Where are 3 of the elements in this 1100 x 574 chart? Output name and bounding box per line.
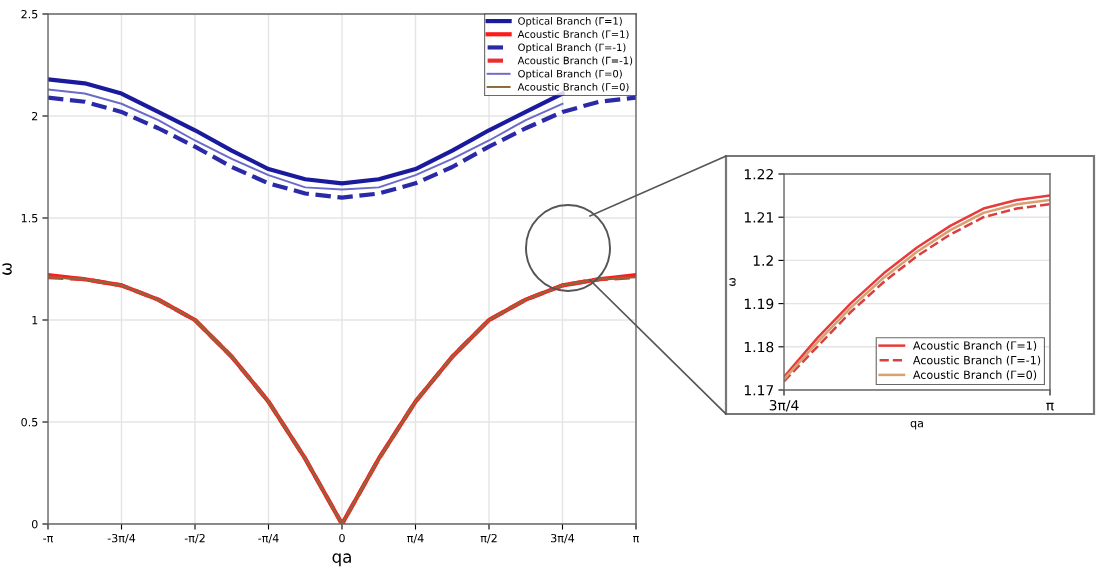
x-axis-title: qa [332,553,351,567]
y-axis-title: ω [2,263,12,275]
line-series [48,95,636,200]
